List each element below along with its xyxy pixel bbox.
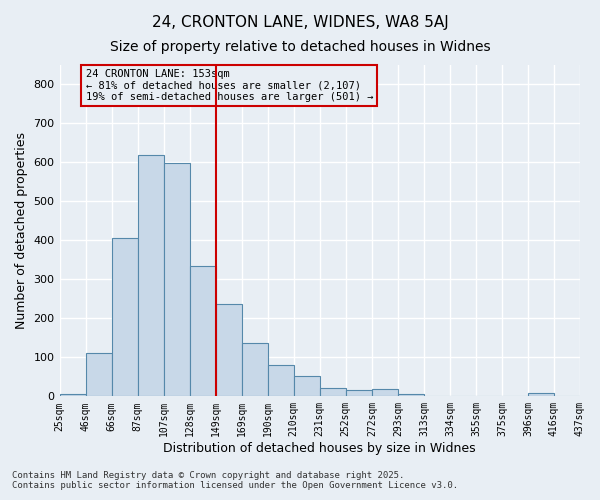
Bar: [346, 390, 372, 396]
Text: 24 CRONTON LANE: 153sqm
← 81% of detached houses are smaller (2,107)
19% of semi: 24 CRONTON LANE: 153sqm ← 81% of detache…: [86, 69, 373, 102]
Bar: [372, 390, 398, 396]
Bar: [528, 393, 554, 396]
Bar: [320, 388, 346, 396]
Bar: [137, 154, 164, 396]
Text: Size of property relative to detached houses in Widnes: Size of property relative to detached ho…: [110, 40, 490, 54]
Bar: [86, 354, 112, 397]
Bar: [190, 266, 215, 396]
Bar: [242, 343, 268, 396]
X-axis label: Distribution of detached houses by size in Widnes: Distribution of detached houses by size …: [163, 442, 476, 455]
Bar: [294, 376, 320, 396]
Text: Contains HM Land Registry data © Crown copyright and database right 2025.
Contai: Contains HM Land Registry data © Crown c…: [12, 470, 458, 490]
Y-axis label: Number of detached properties: Number of detached properties: [15, 132, 28, 329]
Bar: [268, 365, 294, 396]
Bar: [215, 304, 242, 396]
Bar: [164, 163, 190, 396]
Bar: [112, 238, 137, 396]
Bar: [398, 394, 424, 396]
Bar: [59, 394, 86, 396]
Text: 24, CRONTON LANE, WIDNES, WA8 5AJ: 24, CRONTON LANE, WIDNES, WA8 5AJ: [152, 15, 448, 30]
